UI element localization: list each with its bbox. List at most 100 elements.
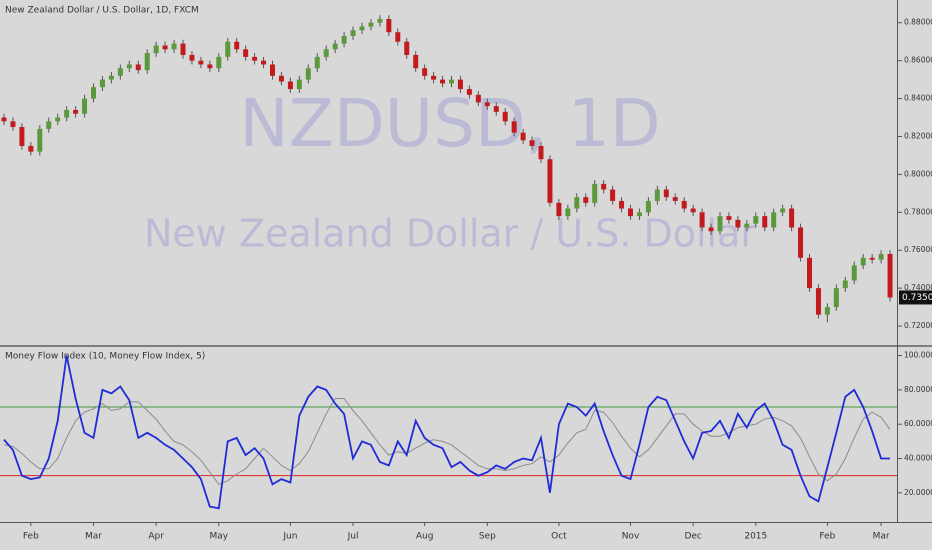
x-tick-label: Jul	[347, 532, 359, 542]
candle-body	[887, 254, 893, 298]
y-tick-label: 80.0000	[904, 385, 932, 394]
candle-body	[350, 30, 356, 37]
candle-body	[314, 56, 320, 69]
candle-body	[189, 54, 195, 61]
candle-body	[493, 106, 499, 112]
candle-body	[619, 200, 625, 209]
candle-body	[690, 208, 696, 213]
y-tick-label: 0.80000	[904, 169, 932, 178]
candle-body	[287, 81, 293, 90]
candle-body	[252, 56, 258, 61]
candle-body	[502, 111, 508, 122]
candle-body	[484, 102, 490, 107]
x-tick-label: 2015	[744, 532, 767, 542]
candle-body	[55, 117, 61, 122]
candle-body	[368, 22, 374, 27]
last-price-label: 0.73508	[902, 293, 932, 303]
candle-body	[681, 200, 687, 209]
y-tick-label: 0.88000	[904, 18, 932, 27]
candle-body	[771, 212, 777, 228]
candle-body	[717, 216, 723, 232]
candle-body	[520, 132, 526, 141]
candle-body	[305, 68, 311, 80]
candle-body	[663, 189, 669, 198]
candle-body	[878, 254, 884, 260]
y-tick-label: 0.78000	[904, 207, 932, 216]
candle-body	[538, 145, 544, 160]
candle-body	[19, 127, 25, 146]
candle-body	[610, 189, 616, 201]
candle-body	[261, 60, 267, 65]
y-tick-label: 0.82000	[904, 131, 932, 140]
candle-body	[243, 49, 249, 57]
candle-body	[547, 159, 553, 203]
candle-body	[225, 41, 231, 57]
candle-body	[457, 79, 463, 90]
candle-body	[28, 145, 34, 152]
candle-body	[556, 202, 562, 217]
candle-body	[798, 227, 804, 258]
x-tick-label: May	[209, 532, 228, 542]
candle-body	[708, 227, 714, 232]
candle-body	[466, 89, 472, 95]
candle-body	[180, 43, 186, 55]
candle-body	[574, 197, 580, 209]
candle-body	[395, 32, 401, 42]
y-tick-label: 40.0000	[904, 454, 932, 463]
candle-body	[99, 79, 105, 88]
candle-body	[270, 64, 275, 76]
candle-body	[386, 18, 392, 33]
candle-body	[171, 43, 177, 50]
candle-body	[323, 49, 329, 57]
candle-body	[672, 197, 678, 201]
candle-body	[860, 257, 866, 266]
candle-body	[207, 64, 213, 69]
candle-body	[82, 98, 88, 114]
x-tick-label: Feb	[819, 532, 835, 542]
candle-body	[475, 94, 481, 103]
indicator-line	[3, 355, 890, 510]
candle-body	[654, 189, 660, 201]
candle-body	[216, 56, 222, 69]
candle-body	[198, 60, 204, 65]
candle-body	[64, 109, 70, 118]
chart-title: New Zealand Dollar / U.S. Dollar, 1D, FX…	[5, 6, 199, 16]
y-tick-label: 0.86000	[904, 56, 932, 65]
y-tick-label: 0.84000	[904, 94, 932, 103]
candle-body	[108, 75, 114, 80]
candle-body	[37, 128, 43, 152]
candle-body	[359, 26, 365, 31]
watermark-name: New Zealand Dollar / U.S. Dollar	[144, 212, 756, 256]
candle-body	[234, 41, 240, 50]
candle-body	[735, 219, 741, 228]
x-tick-label: Apr	[148, 532, 164, 542]
candle-body	[296, 79, 302, 90]
watermark-symbol: NZDUSD, 1D	[239, 85, 660, 162]
candle-body	[511, 121, 517, 133]
x-tick-label: Aug	[416, 532, 434, 542]
candle-body	[636, 212, 642, 217]
candle-body	[91, 87, 96, 99]
candle-body	[807, 257, 812, 289]
candle-body	[645, 200, 651, 213]
candle-body	[592, 183, 598, 203]
candle-body	[780, 208, 786, 213]
candle-body	[10, 121, 16, 128]
candle-body	[583, 197, 589, 203]
x-tick-label: Mar	[85, 532, 102, 542]
candle-body	[341, 36, 347, 44]
x-tick-label: Jun	[282, 532, 297, 542]
candle-body	[162, 45, 168, 50]
candle-body	[726, 216, 732, 220]
candle-body	[815, 288, 821, 315]
y-tick-label: 60.0000	[904, 419, 932, 428]
candle-body	[377, 18, 383, 23]
x-tick-label: Nov	[622, 532, 640, 542]
candle-body	[789, 208, 795, 228]
candle-body	[153, 45, 159, 54]
candle-body	[135, 64, 141, 71]
candle-body	[46, 121, 52, 129]
